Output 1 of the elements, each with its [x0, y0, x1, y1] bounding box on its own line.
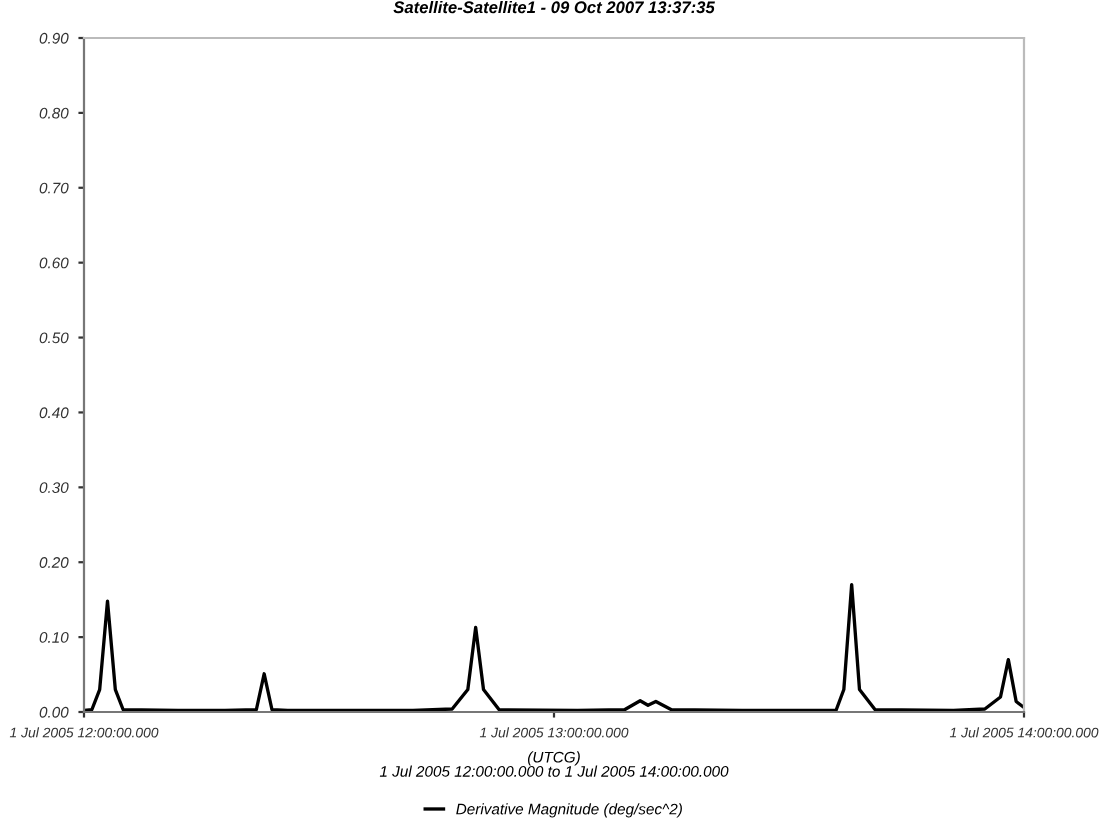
chart-title: Satellite-Satellite1 - 09 Oct 2007 13:37:35	[393, 0, 715, 14]
